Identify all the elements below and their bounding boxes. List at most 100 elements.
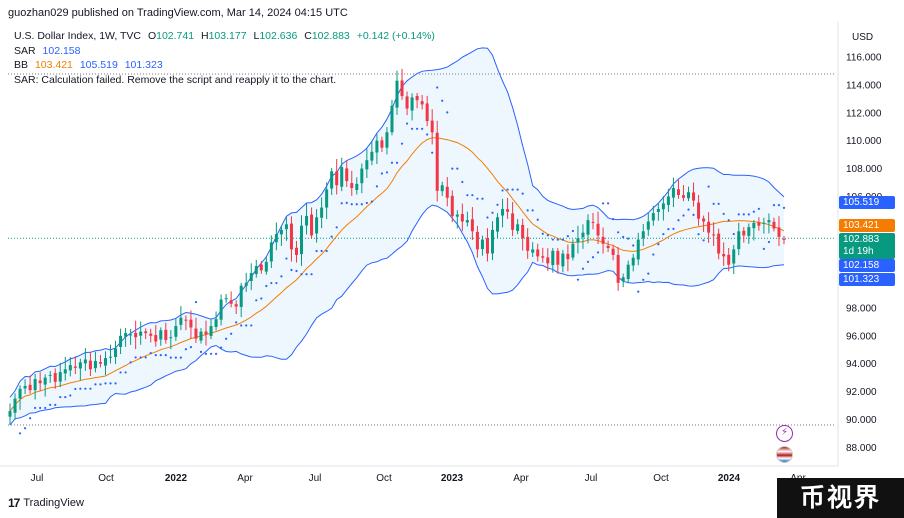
price-tick-label: 88.000: [846, 443, 877, 454]
candle: [686, 186, 691, 202]
candle: [556, 248, 560, 274]
candle: [697, 194, 701, 226]
candle: [420, 94, 424, 110]
sar-dot: [742, 213, 745, 216]
candle: [415, 92, 419, 109]
candle-body: [199, 331, 203, 341]
candle-body: [501, 208, 505, 216]
candle: [345, 160, 349, 187]
sar-dot: [59, 395, 62, 399]
candle: [219, 294, 223, 326]
sar-dot: [436, 86, 439, 89]
candle-body: [169, 337, 173, 339]
sar-dot: [94, 383, 97, 386]
candle-body: [626, 264, 630, 280]
sar-dot: [732, 232, 735, 236]
candle-body: [310, 214, 314, 236]
candle-body: [435, 132, 439, 191]
tradingview-logo[interactable]: 17 TradingView: [8, 496, 84, 510]
candle-body: [661, 203, 665, 210]
candle: [465, 211, 469, 227]
lightning-icon[interactable]: ⚡: [776, 425, 793, 442]
sar-dot: [204, 352, 208, 355]
candle: [53, 368, 57, 389]
legend-close: 102.883: [311, 30, 350, 42]
candle: [88, 351, 92, 376]
legend-sar-row[interactable]: SAR 102.158: [14, 44, 81, 57]
price-label-sar: 102.158: [839, 259, 895, 272]
sar-dot: [601, 202, 605, 205]
candle-body: [656, 208, 660, 212]
candle-body: [455, 214, 459, 217]
candle-body: [103, 358, 108, 366]
candle-body: [445, 186, 449, 198]
price-axis[interactable]: USD 116.000 114.000 112.000 110.000 108.000 10…: [837, 22, 883, 466]
candle-body: [415, 95, 419, 101]
sar-dot: [199, 350, 203, 354]
sar-dot: [29, 417, 32, 420]
candle-body: [450, 195, 454, 216]
candle: [470, 207, 474, 240]
candle: [109, 344, 113, 364]
candles[interactable]: [8, 68, 786, 425]
price-tick-label: 90.000: [846, 415, 877, 426]
candle: [521, 218, 525, 251]
candle: [274, 222, 278, 251]
time-tick-label: Oct: [653, 473, 669, 484]
candle: [591, 213, 595, 230]
sar-dot: [491, 211, 494, 214]
price-tick-label: 116.000: [846, 53, 882, 64]
candle-body: [722, 254, 726, 257]
candle-body: [174, 326, 178, 337]
candle-body: [320, 207, 324, 218]
sar-dot: [114, 382, 117, 385]
sar-dot: [481, 197, 484, 200]
us-flag-icon[interactable]: [776, 446, 793, 463]
candle-body: [380, 140, 384, 148]
candle-body: [536, 249, 540, 257]
candle: [28, 375, 32, 394]
bollinger-fill: [10, 47, 784, 426]
sar-dot: [546, 234, 549, 237]
time-axis[interactable]: JulOct2022AprJulOct2023AprJulOct2024Apr: [0, 465, 838, 484]
candle: [350, 170, 354, 196]
candle-body: [490, 229, 495, 254]
candle: [692, 182, 696, 207]
sar-dot: [551, 238, 554, 241]
price-tick-label: 108.000: [846, 164, 883, 175]
candle: [119, 328, 123, 355]
legend-bb-row[interactable]: BB 103.421 105.519 101.323: [14, 59, 163, 71]
sar-dot: [596, 251, 600, 254]
candle-body: [315, 217, 319, 234]
sar-dot: [662, 233, 665, 236]
legend: U.S. Dollar Index, 1W, TVC O102.741 H103…: [14, 29, 435, 87]
sar-dot: [647, 272, 650, 275]
reference-lines: [8, 73, 836, 426]
candle: [340, 157, 344, 192]
candle-body: [762, 222, 766, 224]
legend-symbol[interactable]: U.S. Dollar Index, 1W, TVC: [14, 30, 142, 42]
candle: [310, 207, 314, 239]
candle: [184, 315, 188, 331]
candle-body: [88, 360, 92, 370]
candle: [516, 219, 520, 235]
candle-body: [591, 221, 595, 223]
bb-lower-line: [9, 204, 785, 426]
candle-body: [561, 253, 565, 267]
legend-ohlc-row: U.S. Dollar Index, 1W, TVC O102.741 H103…: [14, 30, 435, 42]
candle-body: [244, 282, 248, 286]
candle: [566, 244, 570, 272]
legend-sar-value: 102.158: [42, 44, 81, 57]
candle-body: [139, 331, 143, 336]
candle: [114, 340, 118, 365]
sar-dot: [496, 203, 499, 206]
sar-dot: [49, 403, 52, 406]
sar-dot: [169, 356, 172, 359]
candle-body: [511, 213, 515, 230]
candle: [440, 181, 444, 197]
sar-dot: [54, 403, 57, 406]
price-tick-label: 110.000: [846, 136, 882, 147]
sar-dot: [109, 382, 112, 385]
candle-body: [395, 80, 399, 108]
